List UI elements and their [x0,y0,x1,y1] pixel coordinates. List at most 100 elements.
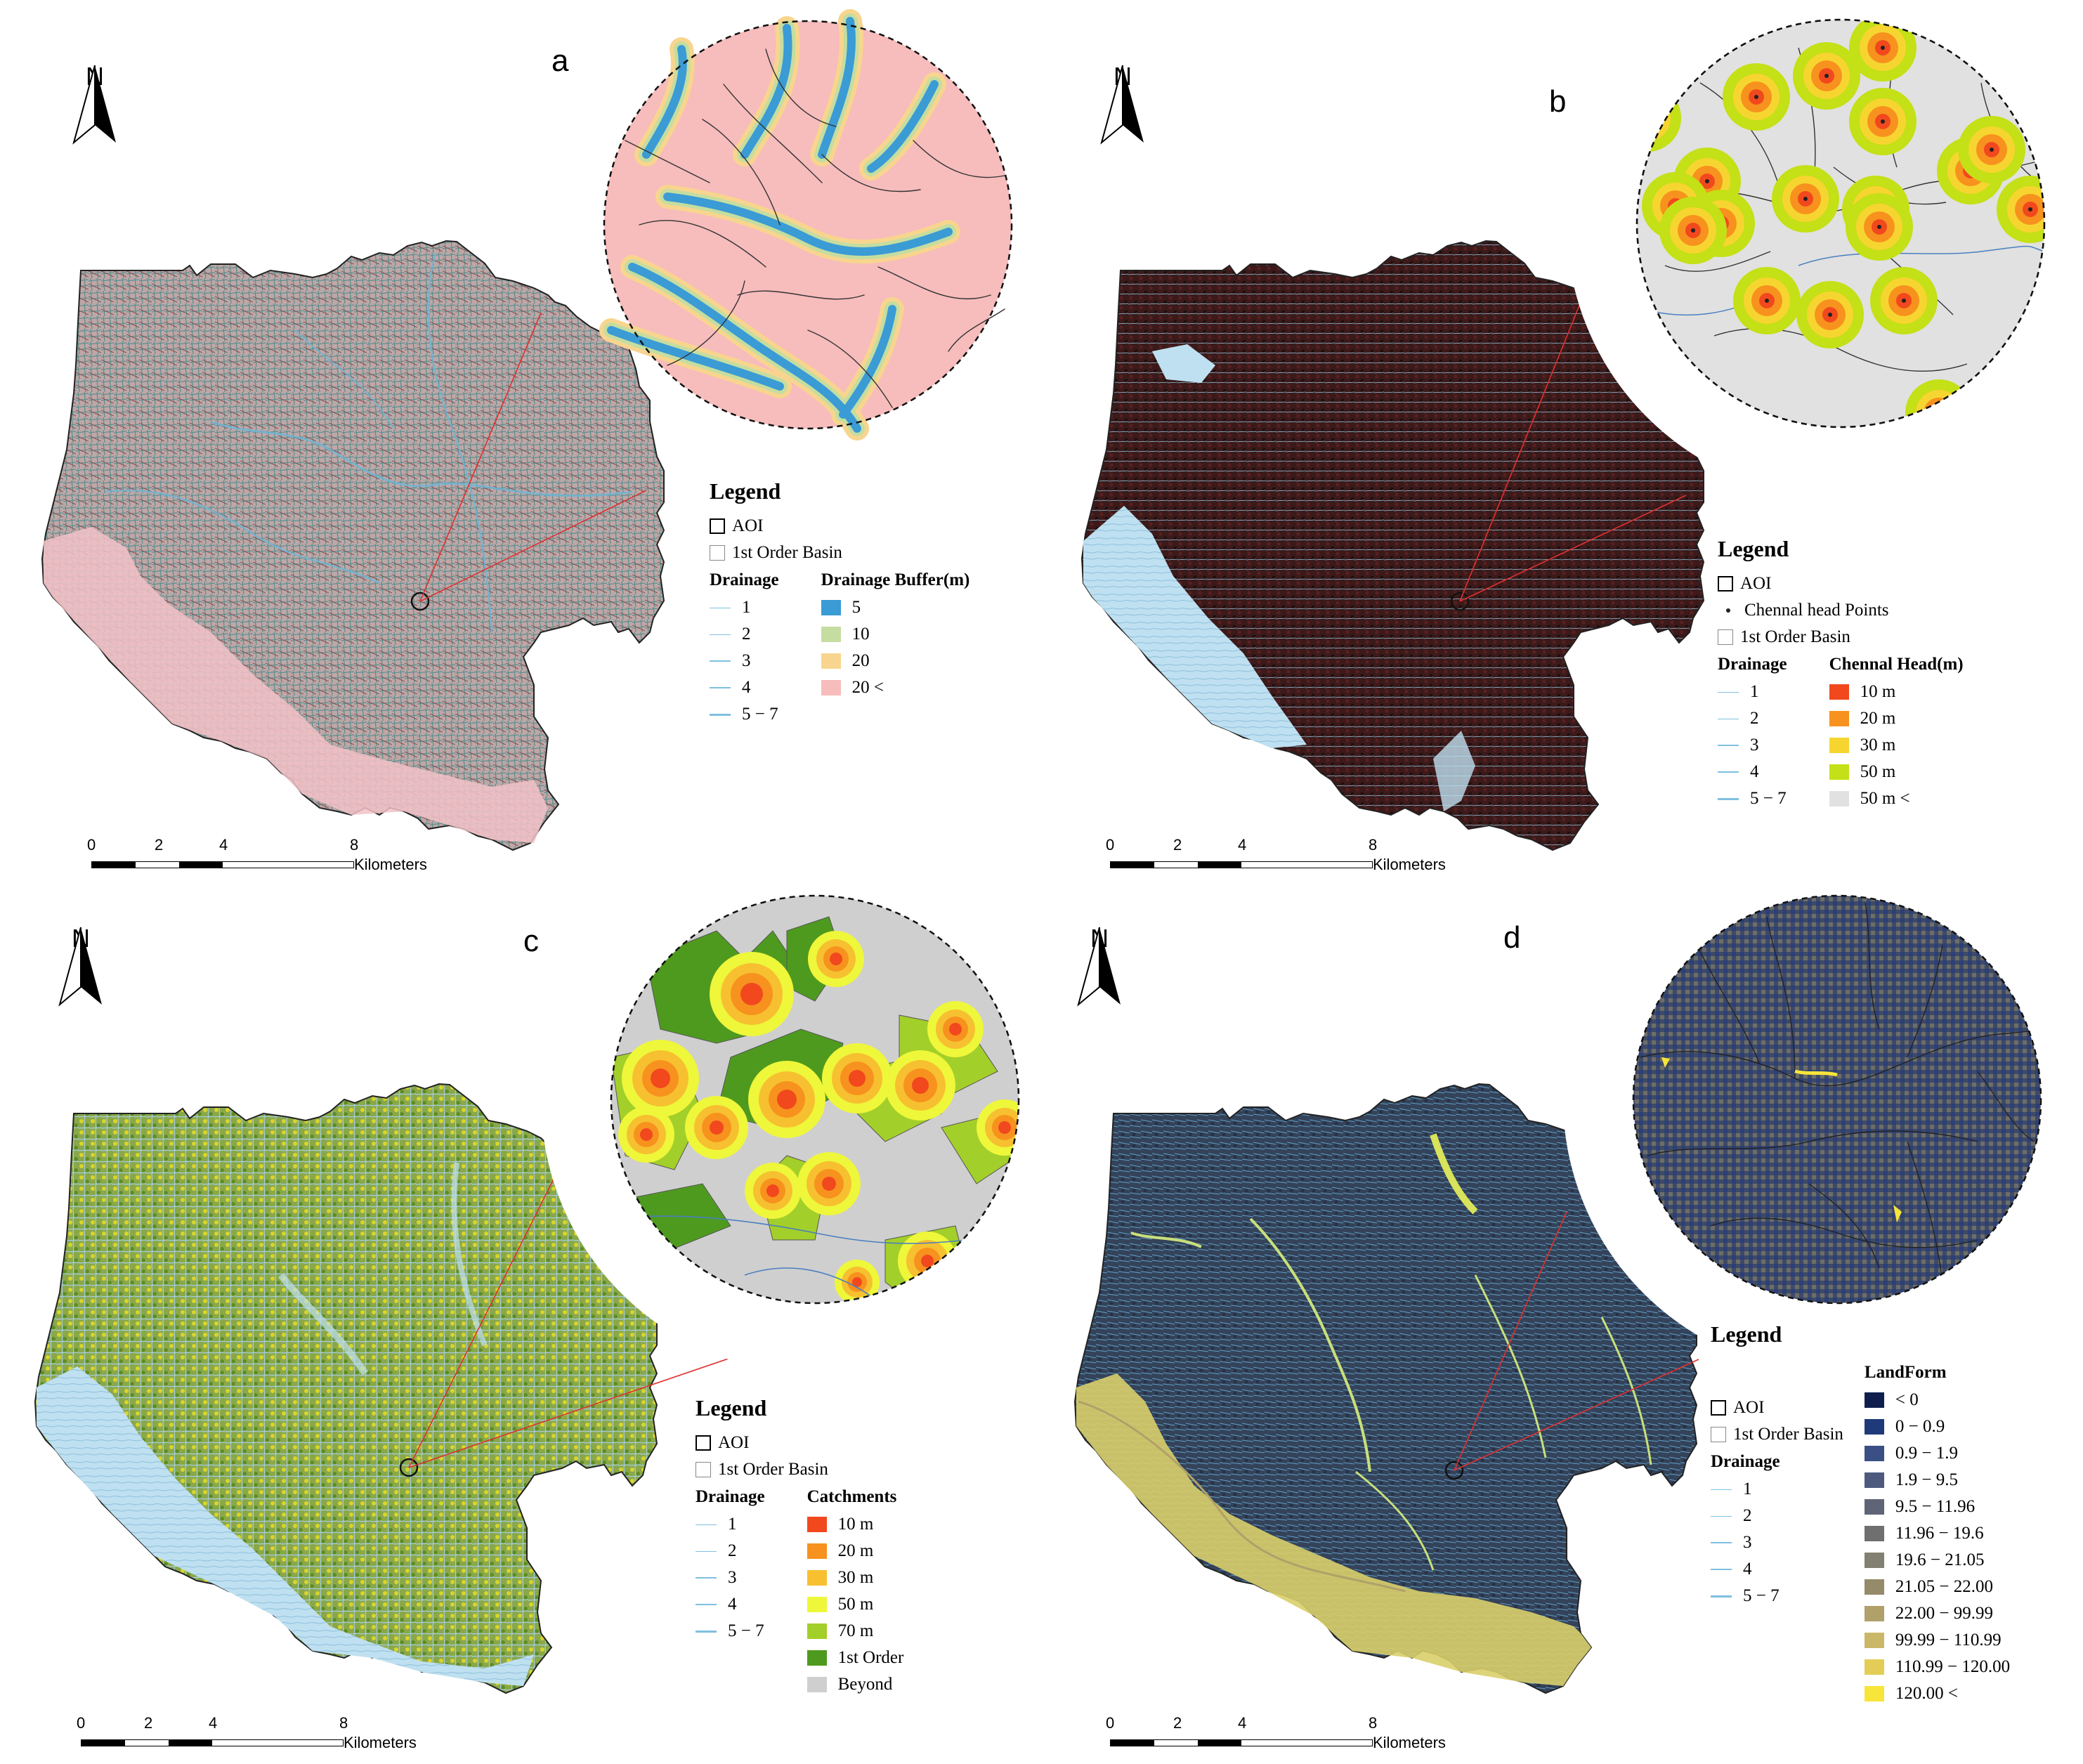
legend-class-label: 0.9 − 1.9 [1895,1444,1959,1463]
north-arrow: N [70,62,119,181]
basin-symbol [696,1462,711,1477]
legend-class-0: 5 [821,594,970,621]
legend-class-4: 70 m [807,1618,904,1645]
legend-class-0: < 0 [1864,1387,2010,1413]
panel-b: b N Legend AOI Chennal head Points 1st O… [1040,0,2079,878]
legend-class-label: 110.99 − 120.00 [1895,1657,2011,1676]
legend-class-7: 21.05 − 22.00 [1864,1574,2010,1600]
legend-class-label: 20 m [837,1541,874,1560]
legend-swatch [1864,1606,1884,1621]
north-arrow: N [1075,924,1124,1043]
legend-class-label: 70 m [837,1621,874,1640]
legend-class-5: 1st Order [807,1645,904,1671]
legend-class-label: < 0 [1895,1390,1919,1409]
legend-swatch [807,1570,827,1586]
scale-bar: 0 2 4 8 Kilometers [77,1714,417,1751]
drainage-title: Drainage [1718,655,1787,674]
legend-class-3: 50 m [1829,759,1964,785]
legend-class-11: 120.00 < [1864,1680,2010,1707]
panel-label: a [551,44,569,78]
legend-swatch [1864,1526,1884,1541]
legend-class-3: 50 m [807,1591,904,1618]
legend-class-label: 120.00 < [1895,1684,1959,1703]
north-arrow-icon [1100,65,1144,145]
legend-swatch [807,1597,827,1612]
legend-swatch [807,1517,827,1532]
basin-symbol [710,545,725,561]
legend-b: Legend AOI Chennal head Points 1st Order… [1718,535,1964,812]
zoom-inset-c [541,882,1040,1373]
aoi-marker [399,1458,419,1477]
panel-c: c N Legend AOI 1st Order Basin Drainage … [0,882,1040,1760]
legend-class-label: 9.5 − 11.96 [1895,1497,1976,1516]
zoom-inset-a [599,9,1013,440]
north-arrow: N [1098,62,1147,181]
legend-title: Legend [710,478,781,504]
drainage-title: Drainage [710,570,779,589]
aoi-symbol [696,1435,711,1451]
legend-c: Legend AOI 1st Order Basin Drainage 1 2 … [696,1394,903,1698]
north-arrow: N [56,924,105,1043]
legend-class-5: 11.96 − 19.6 [1864,1520,2010,1547]
legend-class-2: 30 m [807,1564,904,1591]
zoom-inset-b [1567,0,2079,497]
legend-swatch [807,1543,827,1559]
basin-symbol [1718,629,1733,645]
legend-class-3: 1.9 − 9.5 [1864,1467,2010,1494]
north-arrow-icon [58,927,102,1007]
legend-class-label: 20 m [1860,709,1896,728]
zoom-inset-d [1563,882,2079,1373]
legend-class-1: 20 m [1829,705,1964,732]
legend-classes-b: Chennal Head(m) 10 m 20 m 30 m 50 m 50 m < [1829,651,1964,812]
legend-basin: 1st Order Basin [710,540,969,566]
drainage-title: Drainage [696,1487,765,1506]
legend-swatch [807,1677,827,1692]
legend-class-label: 21.05 − 22.00 [1895,1577,1994,1596]
panel-label: c [523,924,539,958]
legend-swatch [1829,764,1849,780]
legend-title: Legend [1711,1321,1782,1347]
legend-classes-a: Drainage Buffer(m) 5 10 20 20 < [821,566,970,728]
legend-class-label: 1.9 − 9.5 [1895,1470,1959,1489]
legend-class-6: Beyond [807,1671,904,1698]
legend-aoi: AOI [710,513,969,540]
legend-class-8: 22.00 − 99.99 [1864,1600,2010,1627]
legend-class-label: 50 m < [1860,789,1910,808]
legend-class-1: 10 [821,621,970,648]
legend-title: Legend [1718,536,1789,561]
legend-class-label: 5 [851,598,861,617]
legend-swatch [821,627,841,642]
legend-class-label: 22.00 − 99.99 [1895,1604,1994,1623]
legend-class-label: 20 < [851,678,884,697]
legend-class-10: 110.99 − 120.00 [1864,1654,2011,1680]
point-symbol [1726,608,1730,613]
legend-class-label: 0 − 0.9 [1895,1417,1945,1436]
legend-swatch [1864,1633,1884,1648]
panel-label: d [1503,920,1521,955]
legend-class-2: 0.9 − 1.9 [1864,1440,2010,1467]
legend-swatch [821,680,841,695]
legend-class-label: 30 m [1860,736,1896,754]
aoi-marker [410,592,430,611]
legend-class-label: 1st Order [837,1648,904,1667]
legend-title: Legend [696,1395,767,1420]
legend-class-2: 20 [821,648,970,674]
legend-class-label: 30 m [837,1568,874,1587]
legend-swatch [1864,1446,1884,1461]
legend-swatch [807,1623,827,1639]
scale-bar: 0 2 4 8 Kilometers [1106,836,1446,873]
legend-class-0: 10 m [1829,679,1964,705]
legend-d: Legend AOI 1st Order Basin Drainage 1 2 … [1711,1321,2010,1707]
legend-class-label: 50 m [837,1595,874,1614]
panel-label: b [1549,84,1567,119]
map-d [1073,882,2079,1694]
basin-symbol [1711,1427,1726,1442]
panel-a: a N Legend AOI 1st Order Basin Drainage … [0,0,1040,878]
legend-class-label: Beyond [837,1675,893,1694]
scale-bar: 0 2 4 8 Kilometers [1106,1714,1446,1751]
legend-class-3: 20 < [821,674,970,701]
legend-swatch [807,1650,827,1666]
legend-class-label: 11.96 − 19.6 [1895,1524,1984,1543]
legend-class-label: 19.6 − 21.05 [1895,1550,1985,1569]
